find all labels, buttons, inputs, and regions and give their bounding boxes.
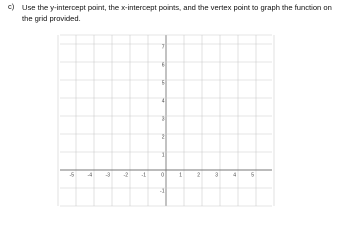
- x-tick-label: 1: [179, 172, 182, 178]
- x-tick-label: -2: [124, 172, 129, 178]
- question-label: c): [8, 2, 15, 11]
- y-tick-label: -1: [160, 188, 165, 194]
- x-tick-label: 5: [251, 172, 254, 178]
- x-tick-label: -3: [106, 172, 111, 178]
- y-tick-label: 2: [162, 134, 165, 140]
- x-tick-label: 0: [161, 172, 164, 178]
- page: c) Use the y-intercept point, the x-inte…: [8, 2, 332, 207]
- graph-grid: -5 -4 -3 -2 -1 0 1 2 3 4 5 7 6 5 4 3 2 1 -1: [57, 34, 275, 207]
- x-tick-label: -5: [70, 172, 75, 178]
- question-text: Use the y-intercept point, the x-interce…: [22, 3, 332, 23]
- x-tick-label: 4: [233, 172, 236, 178]
- y-tick-label: 5: [162, 80, 165, 86]
- y-tick-label: 4: [162, 98, 165, 104]
- y-tick-label: 6: [162, 62, 165, 68]
- x-tick-label: -1: [142, 172, 147, 178]
- y-tick-label: 1: [162, 152, 165, 158]
- x-tick-label: 3: [215, 172, 218, 178]
- x-tick-label: 2: [197, 172, 200, 178]
- x-tick-label: -4: [88, 172, 93, 178]
- y-tick-label: 3: [162, 116, 165, 122]
- y-tick-label: 7: [162, 44, 165, 50]
